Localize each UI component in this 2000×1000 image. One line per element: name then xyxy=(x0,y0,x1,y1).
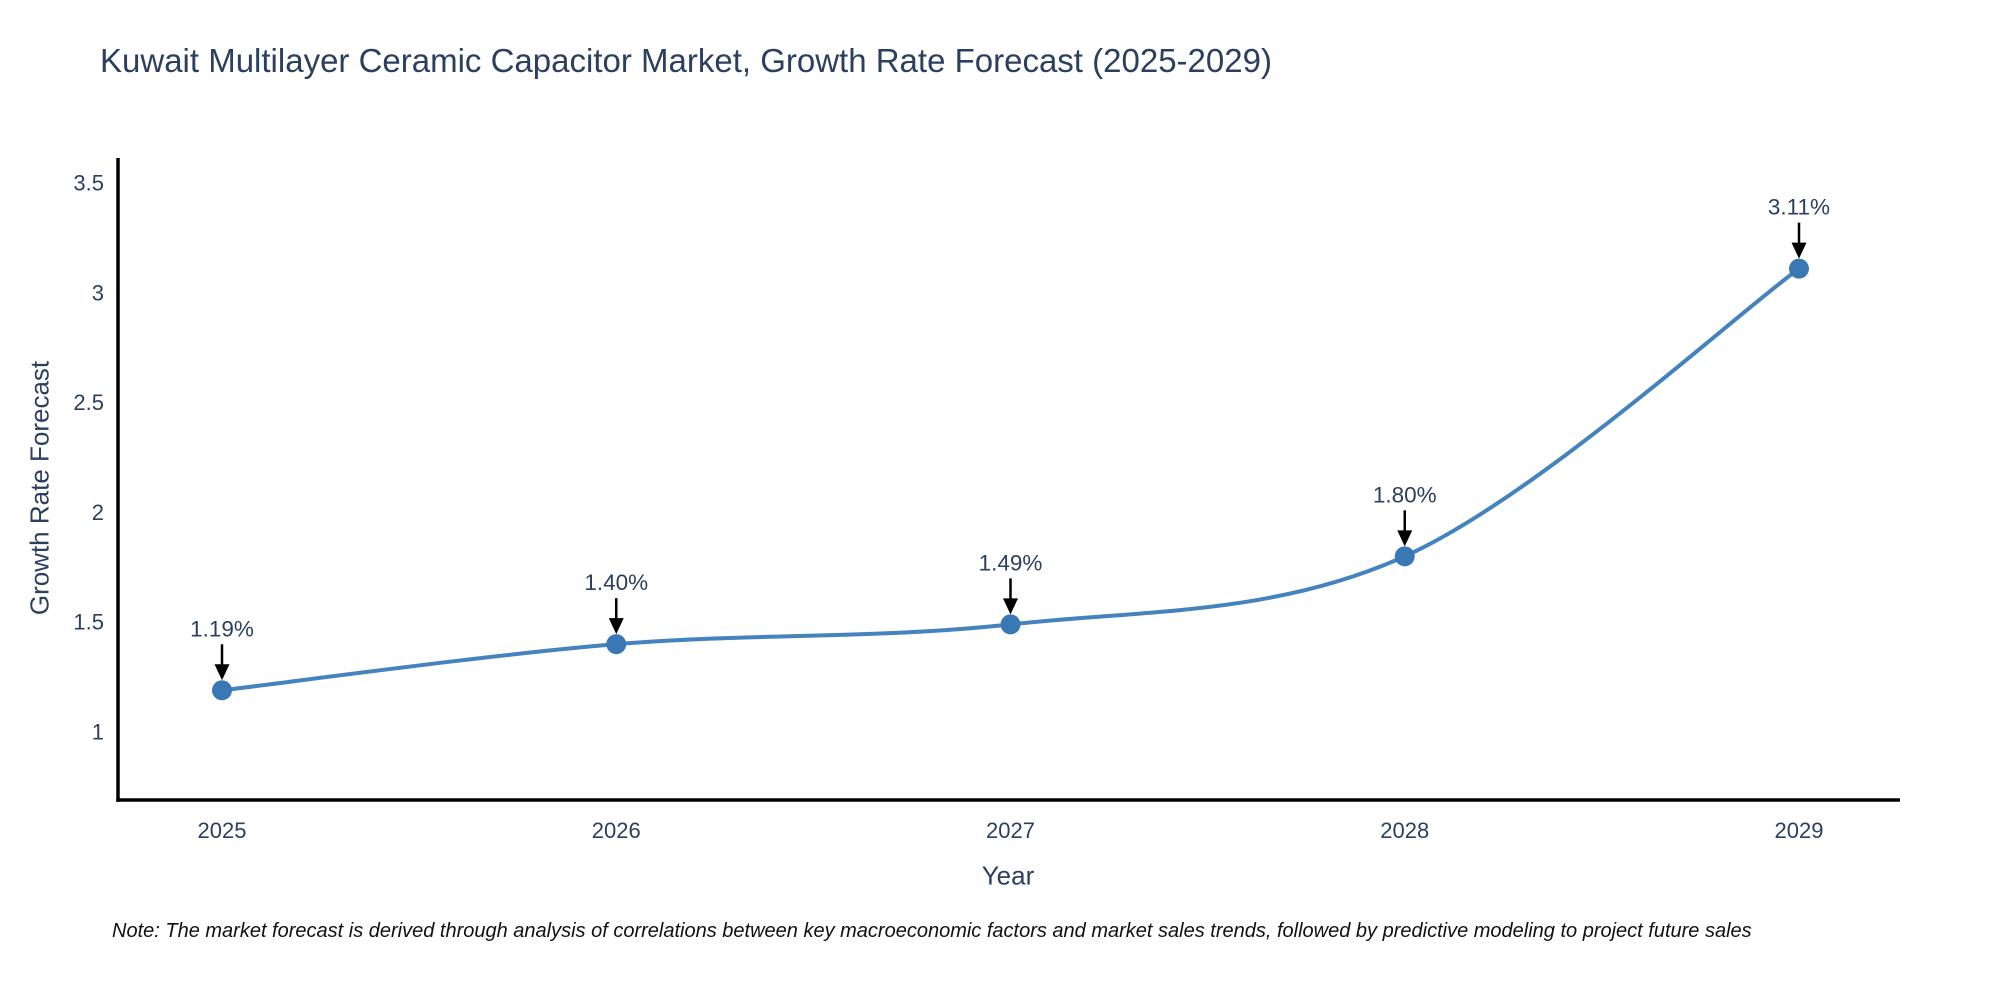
y-tick-label: 1.5 xyxy=(73,610,104,635)
data-point-marker[interactable] xyxy=(1394,546,1415,567)
data-point-marker[interactable] xyxy=(606,634,627,655)
data-point-label: 1.80% xyxy=(1373,482,1437,507)
chart-title: Kuwait Multilayer Ceramic Capacitor Mark… xyxy=(100,42,1272,79)
x-tick-label: 2028 xyxy=(1380,818,1429,843)
annotation-arrowhead xyxy=(1791,242,1807,259)
x-tick-label: 2025 xyxy=(198,818,247,843)
footnote: Note: The market forecast is derived thr… xyxy=(112,920,1752,942)
y-tick-label: 1 xyxy=(92,720,104,745)
y-tick-label: 2.5 xyxy=(73,390,104,415)
y-tick-label: 3.5 xyxy=(73,171,104,196)
x-tick-label: 2029 xyxy=(1775,818,1824,843)
x-tick-label: 2027 xyxy=(986,818,1035,843)
y-tick-label: 3 xyxy=(92,280,104,305)
annotation-arrowhead xyxy=(214,664,230,681)
data-point-label: 1.19% xyxy=(190,616,254,641)
annotation-arrowhead xyxy=(1003,598,1018,615)
annotation-arrowhead xyxy=(1397,530,1413,547)
data-point-marker[interactable] xyxy=(1789,258,1809,279)
x-axis-title: Year xyxy=(981,860,1035,891)
forecast-line xyxy=(221,267,1801,693)
data-point-label: 1.49% xyxy=(979,550,1043,575)
y-tick-label: 2 xyxy=(92,500,104,525)
data-point-label: 1.40% xyxy=(584,570,648,595)
x-tick-label: 2026 xyxy=(592,818,641,843)
data-point-marker[interactable] xyxy=(1000,614,1021,635)
data-point-label: 3.11% xyxy=(1768,195,1830,220)
annotation-arrowhead xyxy=(608,618,624,635)
data-point-marker[interactable] xyxy=(212,680,232,701)
